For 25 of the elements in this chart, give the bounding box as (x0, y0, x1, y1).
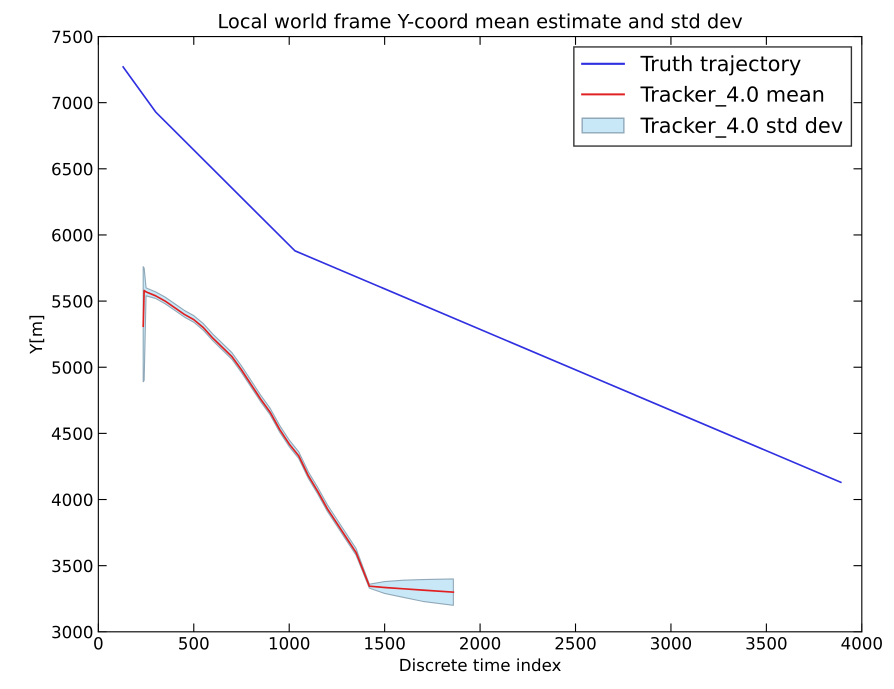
x-tick-label: 3000 (651, 636, 692, 650)
y-tick-label: 6000 (52, 228, 92, 242)
x-tick-label: 3500 (746, 636, 786, 650)
x-tick-label: 1500 (365, 636, 405, 650)
x-axis-title: Discrete time index (400, 658, 561, 672)
y-axis-title: Y[m] (29, 316, 44, 354)
x-tick-label: 2500 (556, 636, 596, 650)
y-tick-label: 4500 (52, 427, 92, 440)
y-tick-label: 6500 (52, 162, 92, 176)
y-tick-label: 3500 (52, 560, 92, 572)
x-tick-label: 500 (179, 636, 209, 650)
y-tick-label: 7000 (52, 96, 92, 110)
legend-label: Tracker_4.0 std dev (640, 117, 842, 138)
legend-label: Truth trajectory (640, 55, 801, 76)
chart-title: Local world frame Y-coord mean estimate and std dev (219, 13, 742, 28)
y-tick-label: 5000 (52, 361, 92, 374)
y-tick-label: 3000 (52, 626, 92, 638)
x-tick-label: 2000 (460, 636, 500, 650)
x-tick-label: 4000 (841, 636, 882, 650)
x-tick-label: 0 (94, 636, 103, 650)
y-tick-label: 4000 (52, 493, 92, 506)
legend-label: Tracker_4.0 mean (640, 86, 824, 107)
y-tick-label: 7500 (52, 30, 92, 44)
x-tick-label: 1000 (270, 636, 310, 650)
y-tick-label: 5500 (52, 295, 92, 308)
